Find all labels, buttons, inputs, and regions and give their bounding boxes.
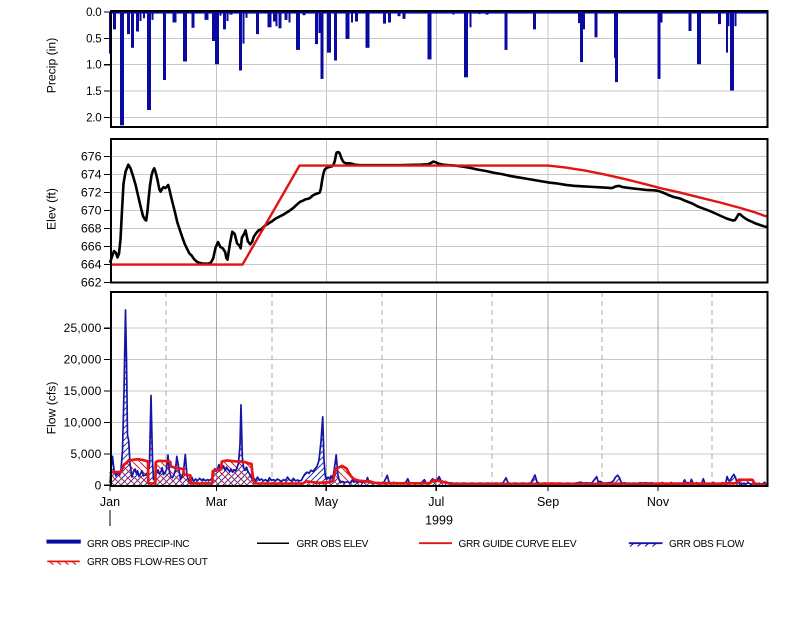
svg-text:Jul: Jul bbox=[428, 495, 444, 509]
svg-text:0.5: 0.5 bbox=[86, 33, 101, 45]
svg-text:676: 676 bbox=[81, 150, 102, 164]
svg-text:674: 674 bbox=[81, 168, 102, 182]
svg-text:Sep: Sep bbox=[537, 495, 559, 509]
svg-text:Nov: Nov bbox=[647, 495, 670, 509]
svg-text:Mar: Mar bbox=[206, 495, 228, 509]
svg-text:1.0: 1.0 bbox=[86, 60, 101, 72]
svg-text:GRR OBS FLOW-RES OUT: GRR OBS FLOW-RES OUT bbox=[87, 557, 208, 568]
svg-text:662: 662 bbox=[81, 276, 102, 290]
svg-text:Jan: Jan bbox=[100, 495, 120, 509]
svg-text:666: 666 bbox=[81, 240, 102, 254]
svg-text:1999: 1999 bbox=[425, 514, 453, 528]
svg-text:GRR GUIDE CURVE ELEV: GRR GUIDE CURVE ELEV bbox=[459, 539, 577, 550]
svg-text:Elev (ft): Elev (ft) bbox=[45, 188, 59, 230]
svg-text:5,000: 5,000 bbox=[70, 447, 101, 461]
svg-text:Flow (cfs): Flow (cfs) bbox=[45, 382, 59, 435]
svg-text:Precip (in): Precip (in) bbox=[45, 38, 59, 94]
svg-text:670: 670 bbox=[81, 204, 102, 218]
svg-text:0.0: 0.0 bbox=[86, 7, 101, 19]
svg-text:0: 0 bbox=[95, 478, 102, 492]
svg-text:664: 664 bbox=[81, 258, 102, 272]
svg-text:668: 668 bbox=[81, 222, 102, 236]
svg-text:1.5: 1.5 bbox=[86, 86, 101, 98]
svg-text:15,000: 15,000 bbox=[64, 384, 102, 398]
svg-text:25,000: 25,000 bbox=[64, 321, 102, 335]
svg-text:672: 672 bbox=[81, 186, 102, 200]
svg-text:May: May bbox=[314, 495, 338, 509]
svg-text:GRR OBS PRECIP-INC: GRR OBS PRECIP-INC bbox=[87, 539, 189, 550]
svg-text:10,000: 10,000 bbox=[64, 416, 102, 430]
svg-text:20,000: 20,000 bbox=[64, 353, 102, 367]
svg-text:2.0: 2.0 bbox=[86, 112, 101, 124]
svg-text:GRR OBS ELEV: GRR OBS ELEV bbox=[297, 539, 369, 550]
svg-text:GRR OBS FLOW: GRR OBS FLOW bbox=[669, 539, 745, 550]
